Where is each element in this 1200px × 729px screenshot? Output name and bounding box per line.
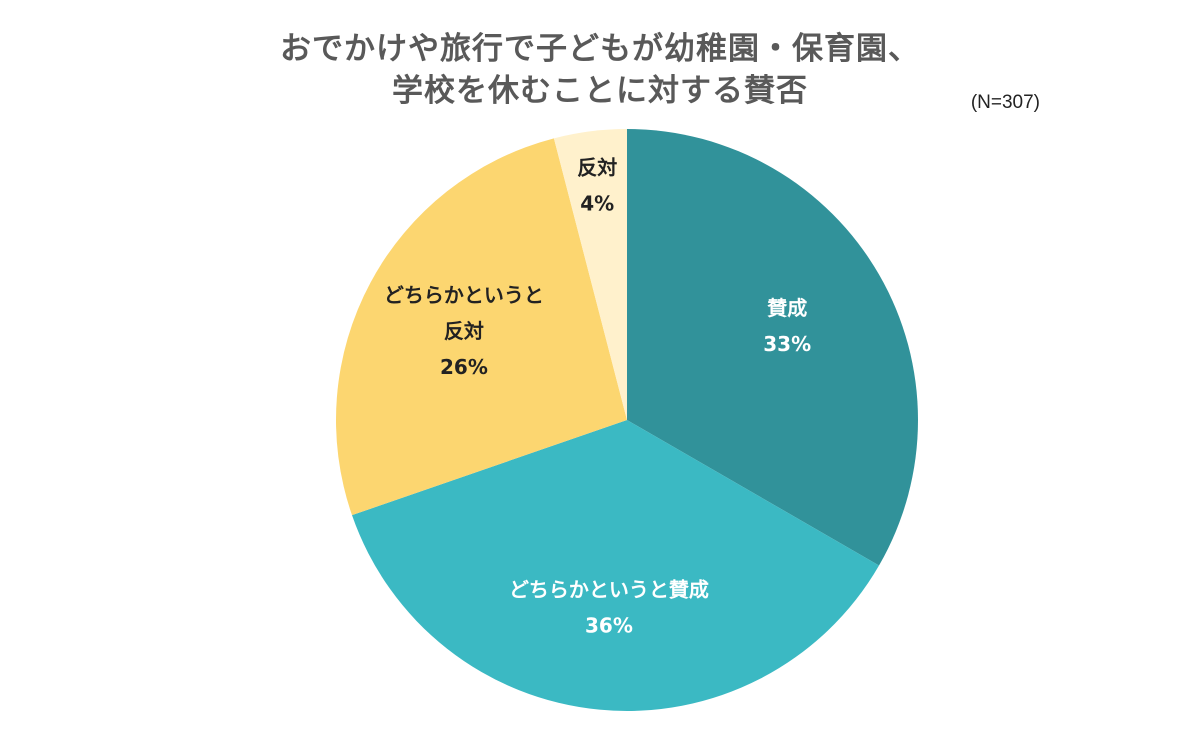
slice-value-label-3: 4% bbox=[580, 191, 614, 215]
slice-category-label-3-0: 反対 bbox=[577, 155, 617, 179]
slice-category-label-0-0: 賛成 bbox=[767, 296, 807, 320]
pie-slice-0 bbox=[627, 129, 918, 566]
pie-slice-2 bbox=[336, 138, 627, 516]
pie-slices bbox=[336, 129, 918, 711]
slice-value-label-0: 33% bbox=[763, 332, 811, 356]
pie-slice-3 bbox=[553, 129, 627, 420]
chart-title: おでかけや旅行で子どもが幼稚園・保育園、 学校を休むことに対する賛否 bbox=[0, 28, 1200, 112]
slice-category-label-1-0: どちらかというと賛成 bbox=[509, 578, 709, 602]
slice-category-label-2-0: どちらかというと bbox=[384, 283, 544, 307]
sample-size-label: (N=307) bbox=[970, 92, 1040, 113]
chart-title-line-2: 学校を休むことに対する賛否 bbox=[392, 73, 808, 109]
slice-value-label-2: 26% bbox=[440, 355, 488, 379]
slice-value-label-1: 36% bbox=[585, 614, 633, 638]
chart-title-line-1: おでかけや旅行で子どもが幼稚園・保育園、 bbox=[280, 31, 920, 67]
pie-slice-1 bbox=[352, 420, 880, 711]
slice-category-label-2-1: 反対 bbox=[444, 319, 484, 343]
